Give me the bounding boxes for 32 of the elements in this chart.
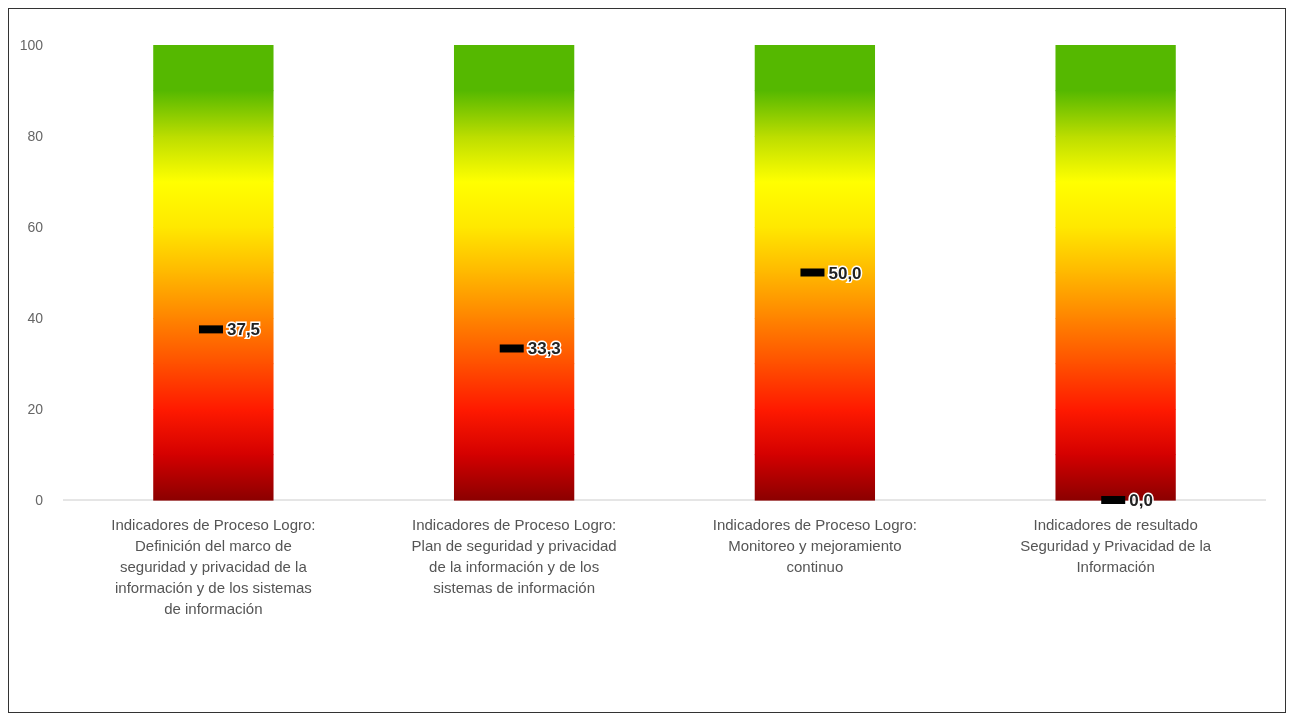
bar (1055, 45, 1176, 92)
bar (153, 454, 274, 501)
bar (1055, 136, 1176, 183)
bar (453, 454, 575, 501)
bar (1055, 409, 1176, 456)
data-label: 37,5 (226, 320, 261, 340)
data-label: 33,3 (527, 339, 561, 359)
x-tick-label: Indicadores de Proceso Logro: Definición del marco de seguridad y privacidad de la información y de los sistemas de información (111, 516, 316, 617)
bar (153, 45, 274, 92)
bar (1055, 90, 1176, 137)
y-tick-label: 60 (27, 218, 44, 235)
y-tick-label: 0 (35, 491, 44, 508)
y-tick-label: 40 (27, 309, 44, 326)
bar (153, 90, 274, 137)
x-tick-label: Indicadores de resultado Seguridad y Privacidad de la Información (1020, 516, 1212, 575)
bar (754, 45, 876, 92)
bar (153, 409, 274, 456)
bar (453, 45, 575, 92)
bar (754, 454, 876, 501)
bar (754, 136, 876, 183)
x-tick-label: Indicadores de Proceso Logro: Plan de seguridad y privacidad de la información y de los sistemas de información (411, 516, 617, 596)
bar (153, 136, 274, 183)
bar (754, 409, 876, 456)
bar (453, 136, 575, 183)
bar (453, 90, 575, 137)
bar (453, 409, 575, 456)
y-tick-label: 80 (27, 127, 44, 144)
x-tick-label: Indicadores de Proceso Logro: Monitoreo y mejoramiento continuo (712, 516, 918, 575)
y-tick-label: 20 (27, 400, 44, 417)
data-label: 50,0 (828, 263, 862, 283)
bar (754, 90, 876, 137)
y-tick-label: 100 (19, 36, 44, 53)
